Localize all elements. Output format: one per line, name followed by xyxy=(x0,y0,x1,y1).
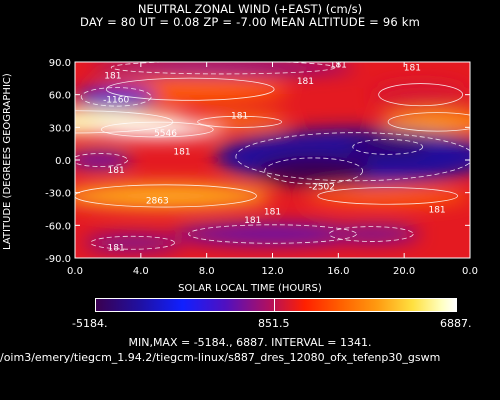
contour-line-6 xyxy=(80,87,152,107)
min-max-interval-line: MIN,MAX = -5184., 6887. INTERVAL = 1341. xyxy=(128,336,372,349)
contour-line-0 xyxy=(75,110,174,134)
colorbar-tick-min xyxy=(95,298,96,312)
y-tick-label-4: -30.0 xyxy=(45,189,71,200)
contour-line-14 xyxy=(90,235,175,250)
y-tick-label-5: -60.0 xyxy=(45,221,71,232)
contour-line-8 xyxy=(317,187,459,205)
contour-label-5: 181 xyxy=(231,112,248,122)
contour-line-1 xyxy=(100,121,214,138)
colorbar-min-label: -5184. xyxy=(72,317,108,330)
x-tick-label-2: 8.0 xyxy=(199,266,215,277)
x-axis-label: SOLAR LOCAL TIME (HOURS) xyxy=(178,283,322,294)
contour-line-15 xyxy=(328,226,414,242)
contour-label-4: 181 xyxy=(297,77,314,87)
heatmap-region-11 xyxy=(346,138,429,156)
heatmap-region-10 xyxy=(256,155,372,187)
x-tick-label-4: 16.0 xyxy=(327,266,349,277)
contour-line-16 xyxy=(110,62,336,75)
colorbar xyxy=(95,298,457,312)
contour-line-9 xyxy=(235,132,470,182)
x-tick-label-1: 4.0 xyxy=(133,266,149,277)
contour-line-4 xyxy=(105,77,275,101)
heatmap-region-7 xyxy=(75,182,273,209)
contour-line-10 xyxy=(264,157,364,185)
y-tick-label-1: 60.0 xyxy=(49,91,71,102)
colorbar-tick-mid xyxy=(274,298,275,312)
y-tick-label-6: -90.0 xyxy=(45,254,71,265)
contour-line-3 xyxy=(387,112,470,132)
contour-line-13 xyxy=(188,224,357,244)
contour-label-13: 181 xyxy=(428,205,445,215)
heatmap-region-1 xyxy=(91,120,224,139)
file-path-line: /oim3/emery/tiegcm_1.94.2/tiegcm-linux/s… xyxy=(0,351,441,364)
y-axis-label: LATITUDE (DEGREES GEOGRAPHIC) xyxy=(2,73,13,250)
contour-line-7 xyxy=(75,184,257,208)
contour-line-11 xyxy=(352,139,424,155)
contour-label-14: 181 xyxy=(108,243,125,253)
colorbar-tick-max xyxy=(456,298,457,312)
heatmap-region-6 xyxy=(75,85,158,108)
y-tick-label-2: 30.0 xyxy=(49,123,71,134)
contour-line-12 xyxy=(75,153,129,167)
colorbar-mid-label: 851.5 xyxy=(258,317,290,330)
heatmap-region-2 xyxy=(190,115,289,129)
contour-label-11: 181 xyxy=(264,207,281,217)
contour-label-8: 181 xyxy=(108,166,125,176)
heatmap-region-13 xyxy=(173,223,372,245)
x-tick-label-6: 0.0 xyxy=(462,266,478,277)
contour-label-2: 181 xyxy=(404,64,421,74)
x-tick-label-3: 12.0 xyxy=(261,266,283,277)
contour-label-12: 181 xyxy=(244,216,261,226)
contour-label-7: 181 xyxy=(173,148,190,158)
contour-label-3: -1160 xyxy=(103,95,129,105)
y-tick-label-0: 90.0 xyxy=(49,58,71,69)
contour-line-5 xyxy=(378,83,463,107)
heatmap-region-12 xyxy=(75,152,133,168)
contour-label-10: 2863 xyxy=(146,197,169,207)
heatmap-region-3 xyxy=(379,111,470,133)
colorbar-max-label: 6887. xyxy=(440,317,472,330)
heatmap-region-16 xyxy=(91,62,355,76)
chart-title: NEUTRAL ZONAL WIND (+EAST) (cm/s) xyxy=(137,2,363,16)
contour-label-6: 5546 xyxy=(154,129,177,139)
heatmap-region-8 xyxy=(305,186,470,206)
contour-label-9: -2502 xyxy=(309,182,335,192)
x-tick-label-5: 20.0 xyxy=(393,266,415,277)
contour-line-2 xyxy=(197,115,282,128)
y-tick-label-3: 0.0 xyxy=(55,156,71,167)
heatmap-region-5 xyxy=(371,81,470,108)
chart-subtitle: DAY = 80 UT = 0.08 ZP = -7.00 MEAN ALTIT… xyxy=(80,15,420,29)
contour-label-0: 181 xyxy=(104,71,121,81)
x-tick-label-0: 0.0 xyxy=(67,266,83,277)
heatmap-region-14 xyxy=(83,235,182,251)
